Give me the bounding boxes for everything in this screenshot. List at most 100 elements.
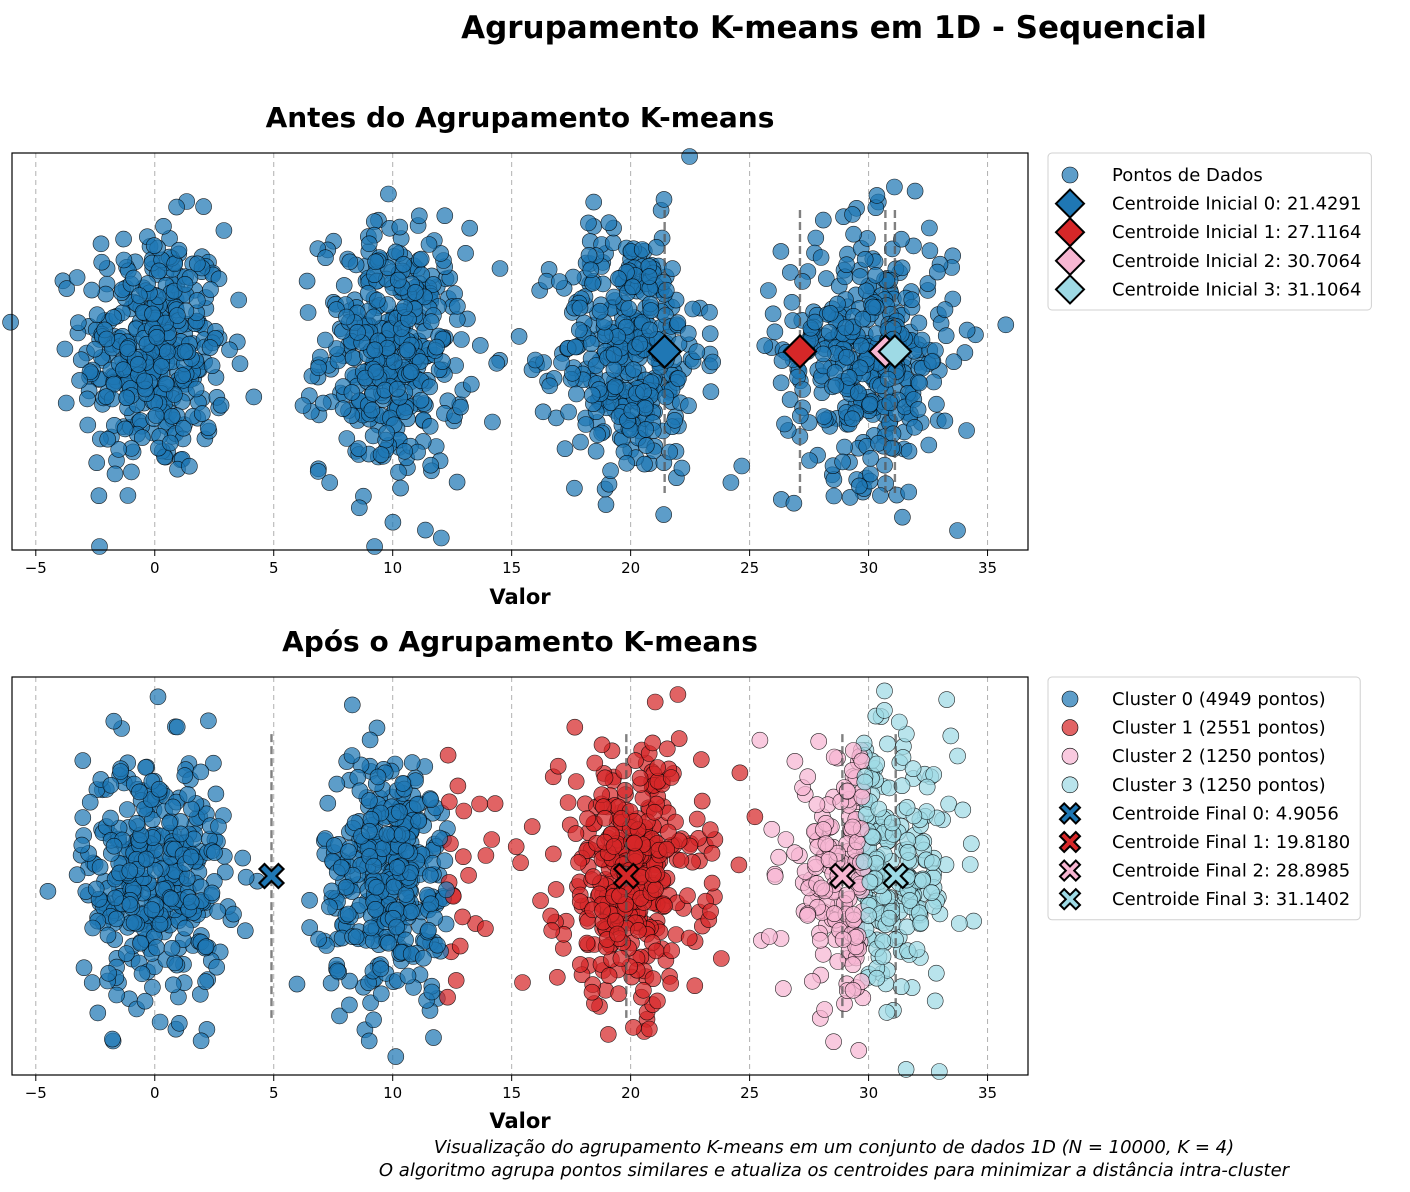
legend-label: Cluster 3 (1250 pontos) bbox=[1112, 775, 1326, 796]
data-point bbox=[462, 375, 480, 393]
cluster-point bbox=[455, 802, 473, 820]
data-point bbox=[436, 207, 454, 224]
data-point bbox=[572, 433, 589, 451]
data-point bbox=[309, 463, 327, 480]
cluster-point bbox=[825, 748, 843, 766]
cluster-point bbox=[926, 992, 944, 1010]
cluster-point bbox=[164, 976, 182, 994]
cluster-point bbox=[876, 682, 893, 700]
cluster-point bbox=[596, 809, 614, 827]
data-point bbox=[116, 420, 134, 438]
data-point bbox=[766, 323, 784, 341]
data-point bbox=[294, 397, 312, 414]
cluster-point bbox=[861, 873, 879, 891]
cluster-point bbox=[347, 928, 365, 946]
data-point bbox=[862, 465, 879, 483]
cluster-point bbox=[874, 948, 892, 965]
data-point bbox=[841, 489, 859, 506]
data-point bbox=[587, 357, 605, 374]
cluster-point bbox=[454, 908, 471, 926]
cluster-point bbox=[367, 900, 384, 918]
data-point bbox=[625, 361, 642, 378]
data-point bbox=[363, 401, 381, 419]
cluster-point bbox=[420, 921, 437, 939]
data-point bbox=[123, 463, 140, 481]
data-point bbox=[88, 306, 106, 324]
data-point bbox=[298, 272, 316, 290]
data-point bbox=[851, 268, 869, 285]
data-point bbox=[655, 506, 673, 523]
cluster-point bbox=[658, 840, 676, 858]
legend-label: Centroide Final 2: 28.8985 bbox=[1112, 861, 1350, 882]
cluster-point bbox=[162, 890, 180, 908]
cluster-point bbox=[593, 736, 611, 754]
cluster-point bbox=[301, 919, 319, 936]
data-point bbox=[564, 364, 581, 382]
cluster-point bbox=[477, 920, 494, 937]
data-point bbox=[384, 513, 402, 531]
data-point bbox=[820, 323, 838, 341]
cluster-point bbox=[644, 866, 662, 884]
data-point bbox=[231, 355, 249, 373]
cluster-point bbox=[421, 866, 439, 884]
cluster-point bbox=[532, 892, 549, 909]
data-points bbox=[39, 682, 982, 1080]
cluster-point bbox=[234, 849, 251, 867]
cluster-point bbox=[680, 929, 698, 947]
cluster-point bbox=[372, 960, 390, 978]
cluster-point bbox=[626, 834, 643, 852]
cluster-point bbox=[826, 905, 843, 923]
cluster-point bbox=[192, 1032, 210, 1050]
cluster-point bbox=[543, 922, 561, 939]
data-point bbox=[585, 193, 603, 211]
cluster-point bbox=[365, 1011, 382, 1029]
x-tick-label: 15 bbox=[502, 559, 521, 577]
cluster-point bbox=[183, 800, 200, 818]
data-point bbox=[349, 323, 366, 341]
data-point bbox=[187, 380, 205, 398]
data-point bbox=[669, 314, 687, 332]
data-point bbox=[396, 299, 413, 316]
data-point bbox=[199, 419, 217, 437]
data-point bbox=[176, 275, 194, 293]
cluster-point bbox=[102, 809, 119, 827]
x-tick-label: 25 bbox=[740, 1084, 759, 1102]
cluster-point bbox=[388, 918, 405, 936]
cluster-point bbox=[596, 769, 614, 787]
legend-marker bbox=[1061, 719, 1079, 736]
cluster-point bbox=[876, 702, 893, 719]
data-point bbox=[367, 253, 384, 271]
data-point bbox=[553, 354, 570, 371]
cluster-point bbox=[672, 852, 690, 869]
x-tick-label: 25 bbox=[740, 559, 759, 577]
data-point bbox=[170, 241, 188, 259]
data-point bbox=[843, 410, 861, 428]
data-point bbox=[928, 395, 945, 413]
cluster-point bbox=[87, 880, 105, 898]
data-point bbox=[580, 214, 597, 232]
data-point bbox=[317, 249, 334, 267]
cluster-point bbox=[610, 985, 628, 1003]
data-point bbox=[131, 287, 148, 304]
cluster-point bbox=[429, 936, 446, 954]
cluster-point bbox=[182, 848, 200, 866]
cluster-point bbox=[925, 898, 942, 915]
data-point bbox=[195, 198, 212, 215]
data-point bbox=[245, 388, 263, 406]
x-tick-label: 30 bbox=[859, 1084, 878, 1102]
caption-line-1: Visualização do agrupamento K-means em u… bbox=[434, 1137, 1234, 1158]
cluster-point bbox=[388, 859, 406, 876]
legend-label: Cluster 1 (2551 pontos) bbox=[1112, 718, 1326, 739]
data-point bbox=[815, 408, 833, 425]
data-point bbox=[566, 479, 583, 497]
data-point bbox=[448, 473, 466, 491]
cluster-point bbox=[712, 950, 730, 967]
cluster-point bbox=[649, 992, 666, 1010]
data-point bbox=[849, 384, 867, 402]
x-axis-ticks: −5 0 5 10 15 20 25 30 35 bbox=[25, 550, 997, 577]
data-point bbox=[488, 354, 506, 372]
data-point bbox=[597, 496, 615, 513]
data-point bbox=[900, 483, 918, 501]
data-point bbox=[420, 236, 438, 253]
